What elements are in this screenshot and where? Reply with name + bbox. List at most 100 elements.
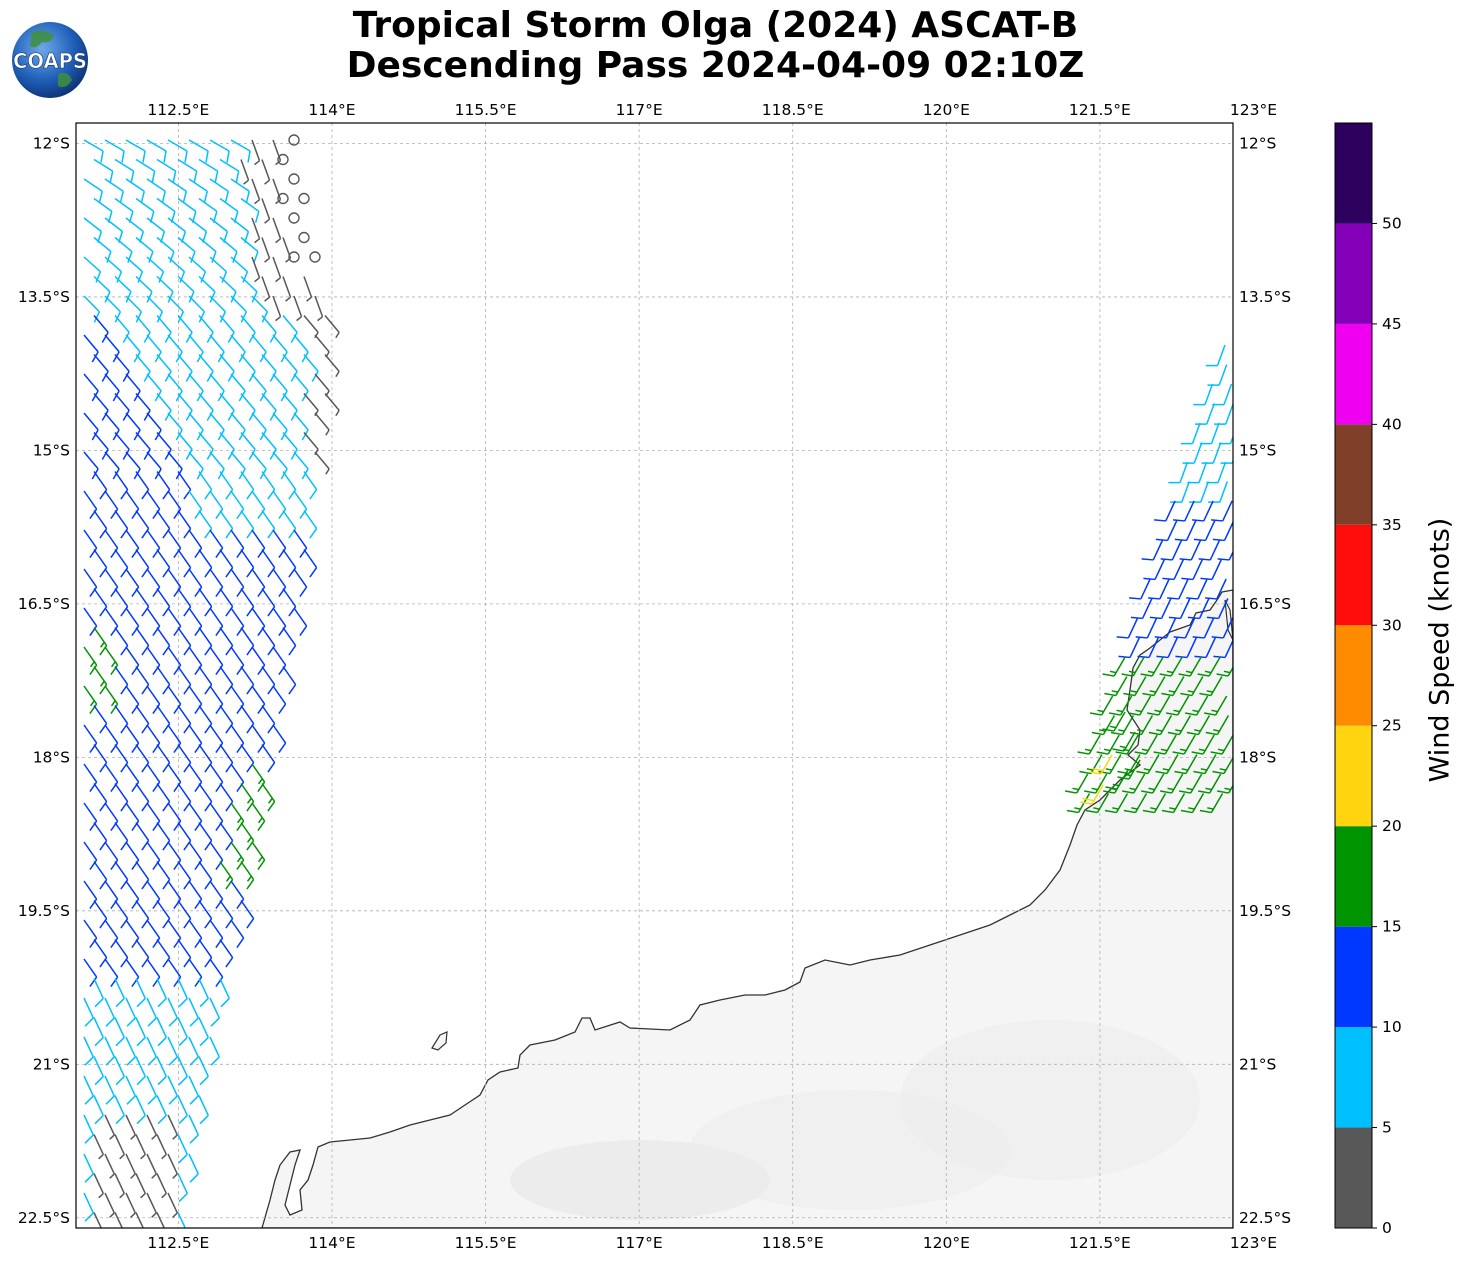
barb-shaft: [114, 197, 134, 212]
barb-flag: [1116, 636, 1129, 639]
wind-barb: [272, 217, 282, 244]
barb-flag: [1175, 655, 1188, 659]
barb-shaft: [240, 471, 255, 490]
barb-shaft: [1206, 403, 1215, 425]
barb-shaft: [125, 802, 140, 822]
barb-shaft: [230, 724, 245, 744]
barb-flag: [122, 448, 130, 460]
barb-shaft: [282, 549, 297, 568]
barb-shaft: [219, 783, 234, 802]
barb-shaft: [1165, 617, 1177, 639]
barb-half-flag: [1168, 690, 1176, 693]
barb-half-flag: [275, 199, 281, 205]
barb-shaft: [114, 1095, 125, 1116]
barb-shaft: [167, 1192, 178, 1214]
barb-shaft: [303, 276, 313, 298]
barb-shaft: [125, 880, 140, 900]
barb-half-flag: [314, 331, 319, 339]
barb-flag: [173, 781, 182, 793]
barb-shaft: [146, 295, 163, 313]
barb-shaft: [146, 997, 157, 1019]
barb-shaft: [146, 256, 164, 273]
barb-shaft: [314, 295, 324, 317]
barb-half-flag: [335, 409, 340, 417]
colorbar-tick-label: 45: [1382, 315, 1402, 333]
barb-shaft: [146, 490, 161, 510]
barb-flag: [173, 547, 182, 559]
barb-shaft: [1127, 617, 1139, 639]
barb-shaft: [177, 783, 192, 802]
barb-shaft: [219, 744, 234, 763]
colorbar-bin: [1335, 725, 1372, 827]
barb-shaft: [293, 373, 309, 392]
barb-half-flag: [99, 680, 105, 687]
lat-tick-label-left: 21°S: [33, 1055, 70, 1073]
barb-shaft: [198, 588, 213, 607]
wind-barb: [209, 1036, 220, 1066]
barb-shaft: [156, 900, 171, 919]
barb-flag: [1149, 616, 1162, 620]
barb-half-flag: [1204, 670, 1212, 674]
barb-shaft: [104, 607, 119, 627]
wind-barb: [1199, 676, 1223, 697]
wind-barb: [1200, 559, 1223, 581]
barb-flag: [248, 448, 256, 460]
barb-shaft: [324, 393, 340, 411]
wind-barb: [1077, 734, 1101, 755]
barb-flag: [131, 937, 140, 949]
barb-shaft: [93, 275, 111, 293]
barb-shaft: [251, 256, 261, 278]
barb-flag: [1185, 712, 1197, 716]
barb-half-flag: [1105, 768, 1113, 771]
barb-shaft: [167, 451, 183, 470]
barb-flag: [173, 586, 182, 598]
wind-barb: [1166, 695, 1190, 716]
wind-barb: [114, 315, 130, 343]
barb-half-flag: [1224, 787, 1231, 791]
wind-barb: [1180, 422, 1201, 445]
barb-flag: [109, 170, 114, 183]
barb-flag: [257, 586, 266, 598]
barb-flag: [194, 976, 203, 988]
barb-half-flag: [1124, 768, 1132, 771]
barb-half-flag: [1205, 787, 1212, 791]
wind-barb: [1142, 793, 1167, 814]
wind-barb: [167, 763, 182, 793]
wind-barb: [83, 529, 98, 559]
barb-shaft: [1205, 637, 1217, 658]
wind-barb: [261, 276, 271, 302]
barb-flag: [1134, 751, 1147, 755]
barb-shaft: [198, 158, 219, 172]
barb-shaft: [156, 1173, 167, 1194]
barb-shaft: [303, 471, 318, 490]
barb-shaft: [83, 607, 98, 627]
barb-half-flag: [1219, 768, 1227, 771]
barb-flag: [185, 448, 193, 460]
barb-half-flag: [1150, 807, 1157, 810]
barb-shaft: [146, 685, 161, 705]
barb-half-flag: [1207, 807, 1214, 810]
barb-half-flag: [109, 1173, 115, 1179]
barb-flag: [215, 742, 224, 754]
barb-shaft: [146, 919, 161, 939]
barb-flag: [152, 898, 161, 910]
barb-shaft: [114, 705, 129, 724]
barb-flag: [1153, 751, 1166, 755]
island-coastline: [431, 1031, 448, 1051]
barb-shaft: [209, 958, 224, 978]
wind-barb: [135, 393, 151, 421]
barb-flag: [199, 1114, 209, 1125]
barb-flag: [115, 997, 125, 1008]
barb-shaft: [198, 393, 214, 411]
barb-shaft: [167, 217, 186, 233]
wind-barb: [156, 236, 175, 263]
wind-barb: [209, 997, 220, 1027]
wind-barb: [303, 510, 318, 539]
barb-flag: [93, 311, 101, 323]
barb-flag: [178, 1075, 188, 1086]
barb-shaft: [230, 685, 245, 705]
wind-barb: [83, 1192, 94, 1222]
wind-barb: [177, 236, 196, 263]
wind-barb: [251, 178, 261, 205]
wind-barb: [1112, 731, 1136, 752]
